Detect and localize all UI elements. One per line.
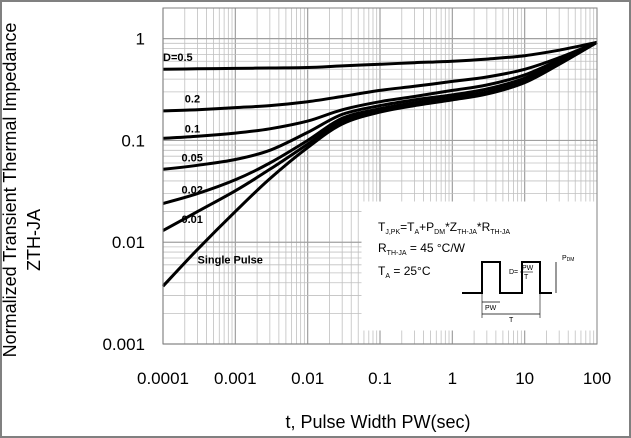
- y-axis-title-line1: Normalized Transient Thermal Impedance: [0, 23, 20, 358]
- y-tick-labels: 0.001 0.01 0.1 1: [102, 30, 145, 354]
- pw-label: PW: [485, 305, 497, 312]
- pulse-waveform: [462, 261, 552, 294]
- y-tick-label: 1: [136, 30, 145, 49]
- pdm-label: PDM: [562, 255, 574, 263]
- duty-d-label: D=: [509, 269, 518, 276]
- plot-border: [162, 7, 598, 345]
- equation-thermal-resistance: RTH-JA = 45 °C/W: [378, 241, 466, 257]
- y-axis-title-line2: ZTH-JA: [24, 209, 44, 271]
- x-tick-labels: 0.0001 0.001 0.01 0.1 1 10 100: [137, 369, 611, 388]
- curve-0-1: [162, 40, 598, 140]
- x-tick-label: 0.1: [368, 369, 392, 388]
- t-label: T: [509, 317, 514, 324]
- curve-single-pulse: [161, 41, 598, 288]
- y-tick-label: 0.1: [121, 131, 145, 150]
- equation-ambient-temp: TA = 25°C: [378, 264, 431, 280]
- x-tick-label: 0.0001: [137, 369, 189, 388]
- curve-d-0-5: [162, 40, 598, 71]
- curve-label: 0.2: [185, 94, 200, 106]
- equation-junction-temp: TJ,PK=TA+PDM*ZTH-JA*RTH-JA: [378, 220, 510, 236]
- curve-label: 0.02: [181, 185, 202, 197]
- curve-0-05: [162, 40, 598, 171]
- duty-denominator: T: [524, 274, 529, 281]
- curve-label: 0.1: [185, 123, 200, 135]
- y-tick-label: 0.001: [102, 335, 145, 354]
- curve-label: D=0.5: [163, 52, 193, 64]
- annotation-box: TJ,PK=TA+PDM*ZTH-JA*RTH-JA RTH-JA = 45 °…: [361, 201, 597, 331]
- x-tick-label: 10: [515, 369, 534, 388]
- x-axis-title: t, Pulse Width PW(sec): [285, 412, 470, 432]
- x-tick-label: 100: [583, 369, 611, 388]
- curves: [161, 40, 598, 288]
- curve-label: Single Pulse: [198, 254, 263, 266]
- duty-numerator: PW: [522, 265, 534, 272]
- x-tick-label: 1: [448, 369, 457, 388]
- x-tick-label: 0.001: [214, 369, 257, 388]
- curve-labels: D=0.5 0.2 0.1 0.05 0.02 0.01 Single Pulse: [163, 52, 263, 266]
- curve-0-2: [162, 40, 598, 113]
- y-tick-label: 0.01: [112, 233, 145, 252]
- x-tick-label: 0.01: [291, 369, 324, 388]
- curve-label: 0.01: [181, 214, 202, 226]
- curve-label: 0.05: [181, 153, 202, 165]
